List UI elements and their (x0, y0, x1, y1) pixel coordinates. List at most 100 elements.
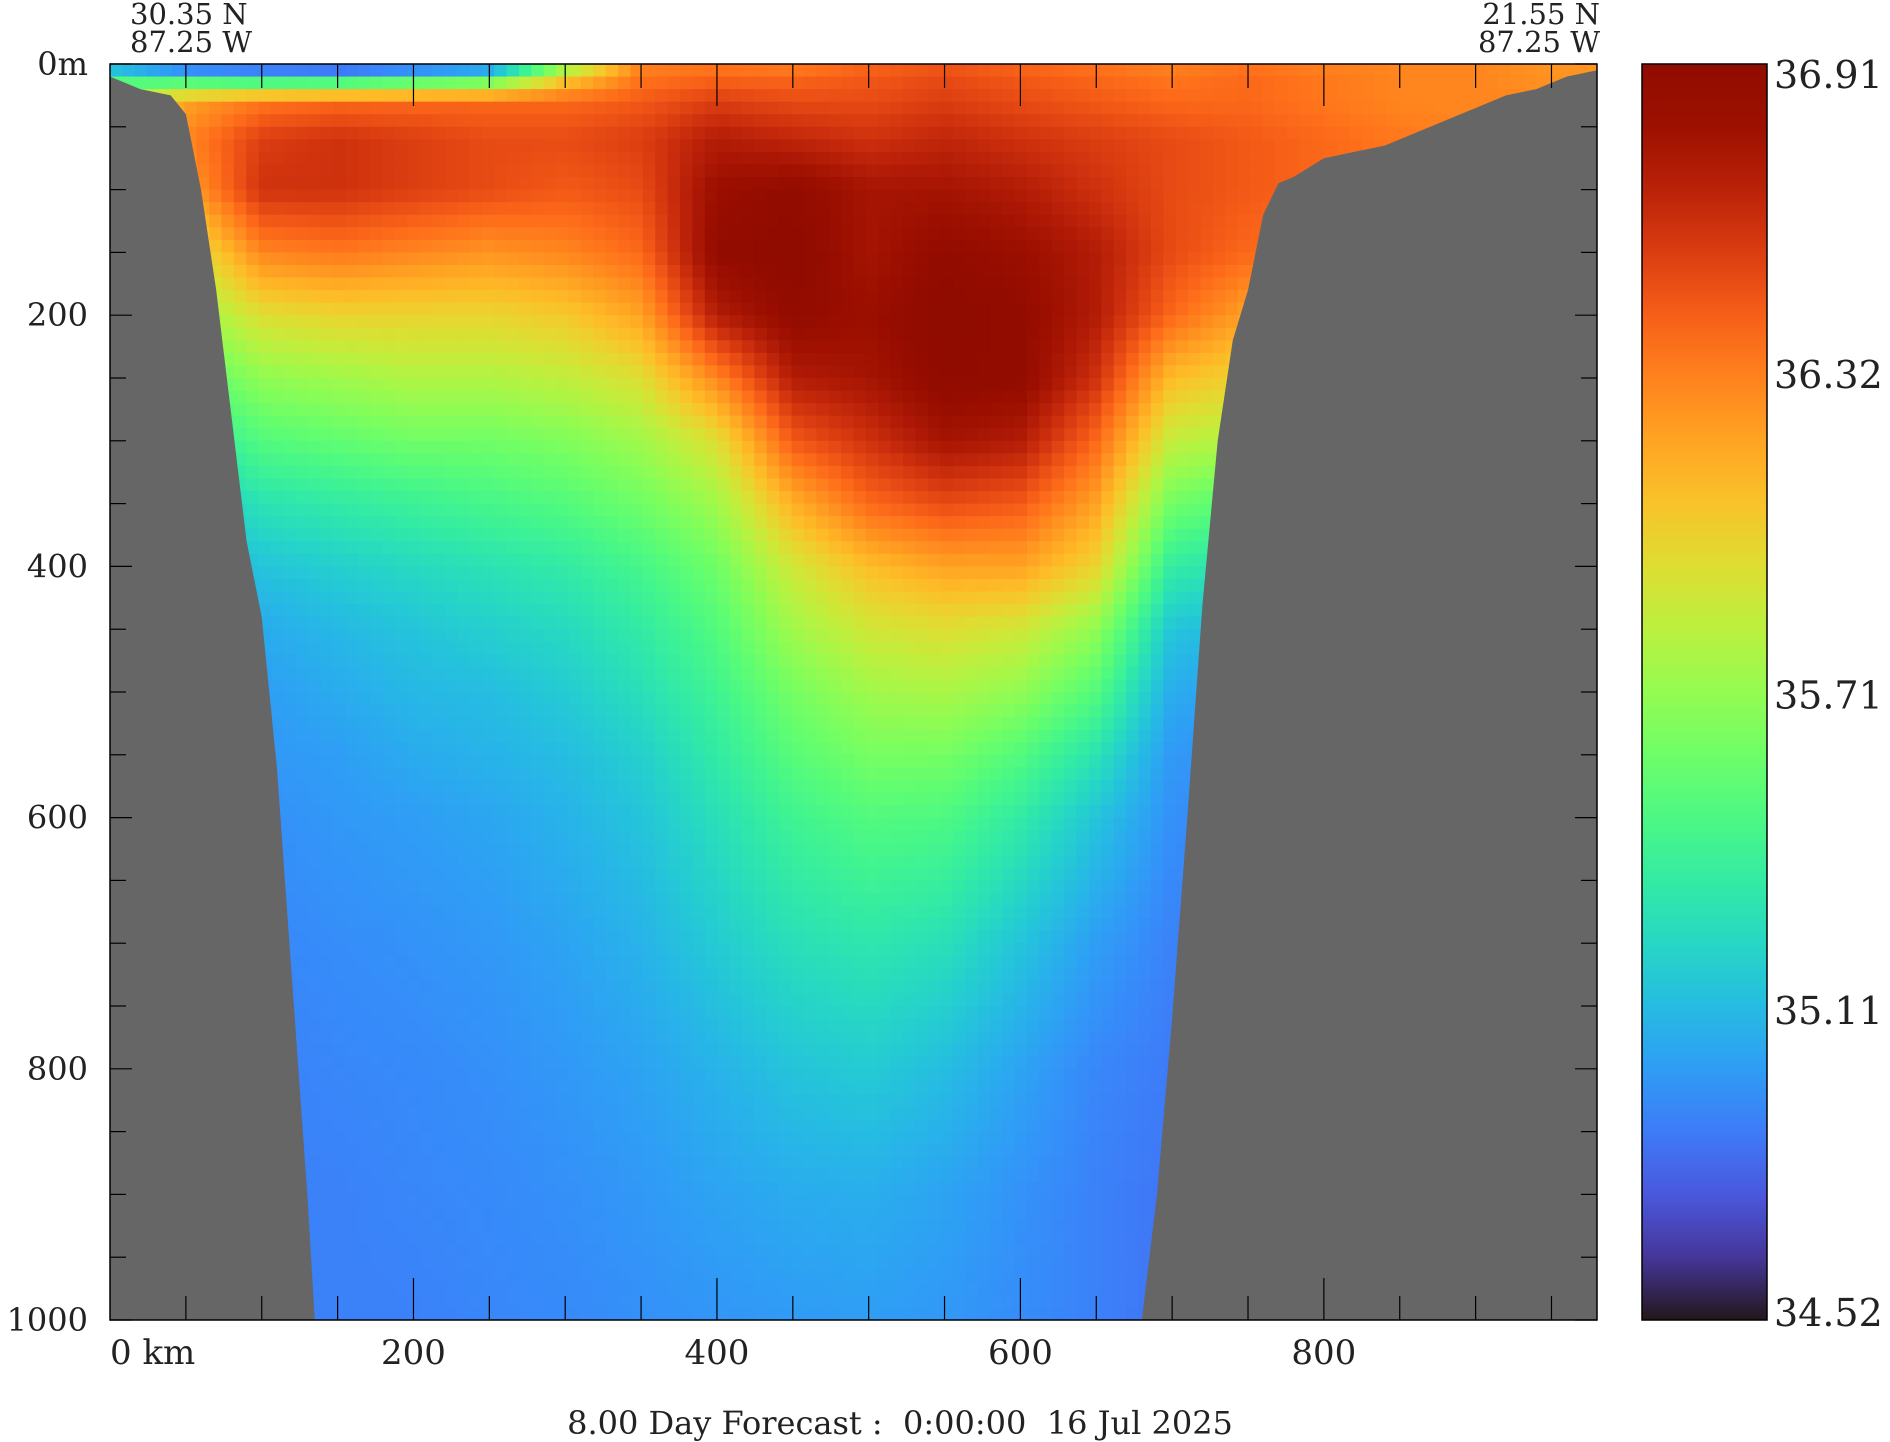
heatmap-cell (1225, 290, 1239, 304)
heatmap-cell (977, 315, 991, 329)
heatmap-cell (890, 378, 904, 392)
heatmap-cell (345, 302, 359, 316)
heatmap-cell (258, 315, 272, 329)
heatmap-cell (1002, 290, 1016, 304)
heatmap-cell (667, 214, 681, 228)
heatmap-cell (1150, 214, 1164, 228)
heatmap-cell (878, 541, 892, 555)
heatmap-cell (221, 177, 235, 191)
heatmap-cell (655, 126, 669, 140)
heatmap-cell (518, 101, 532, 115)
heatmap-cell (1064, 440, 1078, 454)
heatmap-cell (320, 440, 334, 454)
heatmap-cell (209, 89, 223, 103)
heatmap-cell (915, 553, 929, 567)
heatmap-cell (1163, 189, 1177, 203)
heatmap-cell (717, 164, 731, 178)
heatmap-cell (1188, 64, 1202, 78)
heatmap-cell (1138, 139, 1152, 153)
heatmap-cell (655, 566, 669, 580)
heatmap-cell (1014, 126, 1028, 140)
heatmap-cell (469, 453, 483, 467)
heatmap-cell (704, 327, 718, 341)
heatmap-cell (1336, 76, 1350, 90)
heatmap-cell (779, 177, 793, 191)
heatmap-cell (345, 453, 359, 467)
heatmap-cell (779, 277, 793, 291)
heatmap-cell (878, 403, 892, 417)
heatmap-cell (1101, 415, 1115, 429)
heatmap-cell (1113, 151, 1127, 166)
heatmap-cell (407, 578, 421, 593)
heatmap-cell (481, 264, 495, 279)
heatmap-cell (283, 403, 297, 417)
heatmap-cell (1200, 139, 1214, 153)
heatmap-cell (754, 352, 768, 367)
heatmap-cell (134, 76, 148, 90)
heatmap-cell (729, 315, 743, 329)
heatmap-cell (680, 365, 694, 379)
heatmap-cell (295, 315, 309, 329)
heatmap-cell (853, 302, 867, 316)
heatmap-cell (469, 478, 483, 492)
heatmap-cell (1200, 64, 1214, 78)
heatmap-cell (419, 202, 433, 216)
heatmap-cell (271, 76, 285, 90)
heatmap-cell (766, 151, 780, 166)
heatmap-cell (432, 327, 446, 341)
heatmap-cell (568, 264, 582, 279)
heatmap-cell (295, 214, 309, 228)
heatmap-cell (407, 528, 421, 542)
heatmap-cell (903, 541, 917, 555)
heatmap-cell (531, 553, 545, 567)
heatmap-cell (432, 315, 446, 329)
heatmap-cell (965, 491, 979, 505)
heatmap-cell (456, 290, 470, 304)
heatmap-cell (357, 428, 371, 442)
heatmap-cell (1088, 440, 1102, 454)
heatmap-cell (803, 315, 817, 329)
heatmap-cell (1373, 89, 1387, 103)
heatmap-cell (1039, 553, 1053, 567)
heatmap-cell (233, 139, 247, 153)
heatmap-cell (1188, 151, 1202, 166)
heatmap-cell (1088, 390, 1102, 404)
heatmap-cell (271, 227, 285, 241)
heatmap-cell (952, 315, 966, 329)
heatmap-cell (667, 440, 681, 454)
heatmap-cell (828, 101, 842, 115)
heatmap-cell (1113, 365, 1127, 379)
heatmap-cell (1188, 503, 1202, 517)
heatmap-cell (952, 415, 966, 429)
heatmap-cell (642, 114, 656, 128)
heatmap-cell (1051, 566, 1065, 580)
heatmap-cell (1225, 252, 1239, 266)
heatmap-cell (890, 101, 904, 115)
heatmap-cell (655, 503, 669, 517)
heatmap-cell (320, 227, 334, 241)
heatmap-cell (729, 352, 743, 367)
heatmap-cell (1101, 378, 1115, 392)
heatmap-cell (1126, 428, 1140, 442)
heatmap-cell (506, 252, 520, 266)
heatmap-cell (1014, 553, 1028, 567)
heatmap-cell (1076, 516, 1090, 530)
heatmap-cell (1250, 164, 1264, 178)
heatmap-cell (940, 252, 954, 266)
heatmap-cell (258, 352, 272, 367)
heatmap-cell (878, 277, 892, 291)
heatmap-cell (828, 453, 842, 467)
heatmap-cell (1002, 440, 1016, 454)
heatmap-cell (419, 126, 433, 140)
heatmap-cell (865, 516, 879, 530)
heatmap-cell (1138, 352, 1152, 367)
heatmap-cell (1188, 390, 1202, 404)
heatmap-cell (469, 264, 483, 279)
heatmap-cell (816, 214, 830, 228)
heatmap-cell (1014, 478, 1028, 492)
heatmap-cell (593, 378, 607, 392)
heatmap-cell (246, 541, 260, 555)
heatmap-cell (345, 151, 359, 166)
heatmap-cell (828, 252, 842, 266)
heatmap-cell (233, 189, 247, 203)
